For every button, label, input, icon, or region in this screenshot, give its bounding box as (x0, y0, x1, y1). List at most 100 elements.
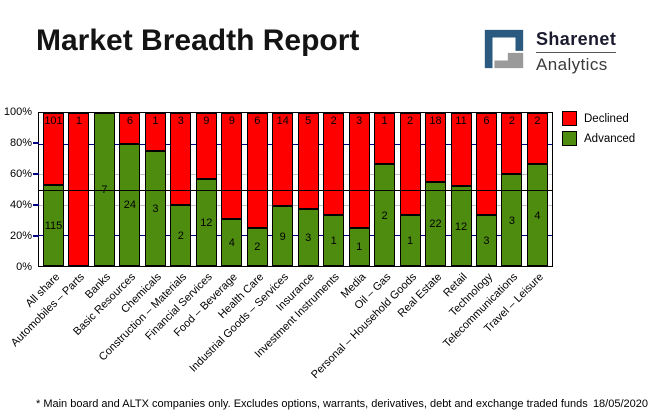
chart-legend: Declined Advanced (562, 111, 635, 146)
declined-segment: 3 (348, 113, 370, 228)
x-axis-label: Chemicals (119, 271, 164, 316)
declined-value-label: 6 (126, 115, 133, 127)
y-axis-tick (33, 235, 39, 237)
declined-value-label: 2 (508, 115, 515, 127)
advanced-segment: 9 (272, 206, 294, 266)
sharenet-logo: Sharenet Analytics (481, 26, 617, 75)
declined-swatch-icon (562, 111, 577, 126)
advanced-value-label: 115 (44, 219, 63, 232)
x-axis-label: Travel – Leisure (482, 271, 546, 335)
declined-value-label: 9 (203, 115, 210, 127)
y-axis-label: 0% (16, 261, 32, 273)
logo-brand: Sharenet (536, 29, 617, 49)
bar-basic-resources: 6 24 (119, 113, 141, 266)
advanced-value-label: 2 (381, 209, 388, 222)
x-axis-label: Telecommunications (441, 271, 520, 350)
declined-value-label: 3 (177, 115, 184, 127)
advanced-value-label: 3 (508, 214, 515, 227)
bar-retail: 11 12 (450, 113, 472, 266)
sharenet-logo-text: Sharenet Analytics (536, 26, 617, 75)
declined-value-label: 101 (44, 115, 63, 127)
declined-segment: 2 (526, 113, 548, 164)
declined-value-label: 11 (455, 115, 467, 127)
x-axis-label: Financial Services (143, 271, 215, 343)
gridline-40 (39, 204, 552, 206)
declined-segment: 2 (323, 113, 345, 215)
fifty-percent-reference-line (39, 189, 552, 191)
x-axis-label: Technology (447, 271, 495, 319)
advanced-value-label: 24 (123, 199, 137, 212)
x-axis-label: Investment Instruments (252, 271, 342, 361)
advanced-value-label: 3 (152, 203, 159, 216)
advanced-swatch-icon (562, 131, 577, 146)
y-axis-label: 60% (9, 168, 32, 180)
page-title: Market Breadth Report (36, 24, 360, 57)
declined-segment: 1 (144, 113, 166, 152)
declined-segment: 18 (425, 113, 447, 182)
legend-label-advanced: Advanced (584, 132, 636, 145)
declined-value-label: 1 (75, 115, 83, 127)
legend-item-declined: Declined (562, 111, 635, 126)
x-axis-label: Basic Resources (71, 271, 138, 338)
advanced-value-label: 2 (177, 229, 184, 242)
gridline-60 (39, 174, 552, 176)
logo-sub: Analytics (536, 55, 608, 74)
advanced-segment: 22 (425, 181, 447, 266)
advanced-value-label: 1 (407, 235, 414, 247)
y-axis-label: 100% (3, 106, 32, 118)
declined-segment: 3 (170, 113, 192, 205)
x-axis-label: Personal – Household Goods (308, 271, 419, 382)
advanced-segment: 4 (526, 164, 548, 266)
declined-value-label: 1 (152, 115, 159, 127)
gridline-20 (39, 235, 552, 237)
y-axis-label: 20% (9, 230, 32, 242)
y-axis-label: 40% (9, 199, 32, 211)
advanced-value-label: 4 (228, 236, 235, 249)
bar-real-estate: 18 22 (425, 113, 447, 266)
declined-segment: 1 (374, 113, 396, 164)
advanced-value-label: 1 (330, 235, 337, 247)
declined-value-label: 14 (276, 115, 289, 127)
advanced-value-label: 22 (429, 218, 442, 231)
declined-value-label: 2 (407, 115, 414, 127)
declined-segment: 6 (475, 113, 497, 215)
advanced-value-label: 1 (356, 241, 363, 254)
declined-segment: 11 (450, 113, 472, 187)
x-axis-label: Banks (82, 271, 113, 302)
advanced-value-label: 2 (254, 241, 261, 254)
x-axis-label: Oil – Gas (352, 271, 393, 312)
declined-value-label: 2 (330, 115, 337, 127)
declined-value-label: 18 (429, 115, 442, 127)
advanced-segment: 4 (221, 218, 243, 266)
advanced-segment: 1 (323, 215, 345, 266)
declined-segment: 9 (195, 113, 217, 179)
x-axis-label: Retail (441, 271, 470, 300)
footnote-text: * Main board and ALTX companies only. Ex… (36, 398, 588, 410)
advanced-value-label: 4 (534, 209, 541, 222)
declined-value-label: 9 (228, 115, 235, 127)
gridline-80 (39, 143, 552, 145)
advanced-segment: 12 (195, 178, 217, 266)
advanced-segment: 3 (475, 215, 497, 266)
declined-segment: 2 (399, 113, 421, 215)
bar-industrial-goods-services: 14 9 (272, 113, 294, 266)
advanced-segment: 115 (43, 184, 64, 266)
y-axis-tick (33, 142, 39, 144)
declined-segment: 2 (501, 113, 523, 175)
y-axis-tick (33, 173, 39, 175)
advanced-segment: 2 (170, 204, 192, 266)
declined-value-label: 3 (356, 115, 363, 127)
declined-value-label: 6 (254, 115, 261, 127)
declined-value-label: 5 (305, 115, 312, 127)
declined-value-label: 1 (381, 115, 388, 127)
bar-financial-services: 9 12 (195, 113, 217, 266)
advanced-segment: 2 (246, 227, 268, 266)
bar-all-share: 101 115 (43, 113, 64, 266)
advanced-segment: 2 (374, 164, 396, 266)
declined-segment: 9 (221, 113, 243, 219)
